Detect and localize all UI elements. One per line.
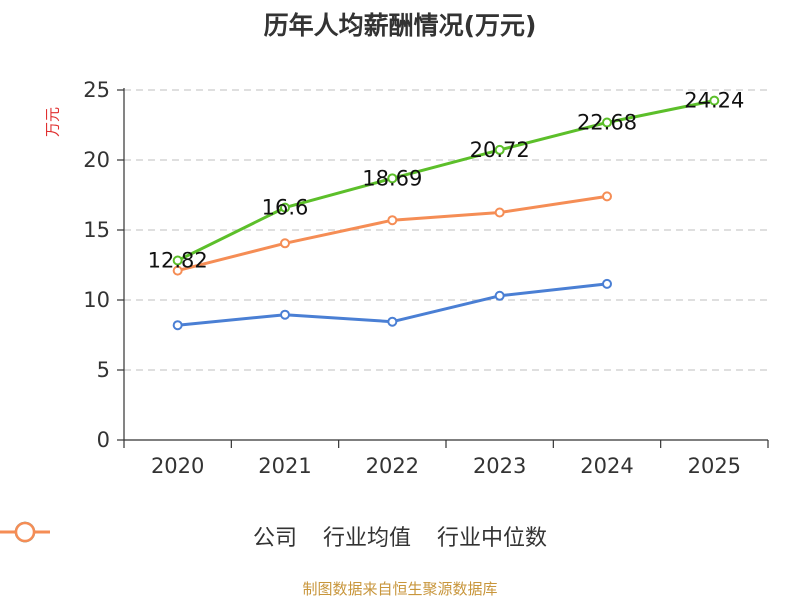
data-point-0	[387, 173, 398, 184]
data-point-1	[602, 278, 612, 289]
legend-item-industry-mean[interactable]: 行业均值	[0, 520, 411, 552]
data-point-1	[387, 316, 398, 327]
x-tick-label: 2024	[580, 454, 633, 478]
data-label: 22.68	[577, 110, 637, 134]
data-label: 16.6	[262, 196, 309, 220]
data-point-0	[709, 95, 720, 106]
legend-marker-industry-median	[0, 521, 50, 543]
data-point-0	[172, 255, 183, 266]
x-tick-label: 2022	[366, 454, 419, 478]
chart-title: 历年人均薪酬情况(万元)	[263, 11, 537, 40]
y-tick-label: 15	[83, 218, 110, 242]
data-point-2	[280, 238, 290, 249]
data-label: 12.82	[148, 249, 208, 273]
legend-label-industry-mean: 行业均值	[322, 526, 411, 551]
x-tick-label: 2023	[473, 454, 526, 478]
y-tick-label: 0	[97, 428, 110, 452]
data-point-0	[494, 144, 505, 155]
data-point-0	[280, 202, 290, 213]
data-point-2	[172, 265, 183, 276]
legend-label-company: 公司	[252, 526, 297, 551]
series-line-0	[177, 99, 715, 262]
y-tick-label: 25	[83, 78, 110, 102]
data-point-1	[494, 290, 505, 301]
legend: 公司 行业均值 行业中位数	[0, 520, 800, 552]
data-point-2	[387, 215, 398, 226]
x-tick-label: 2025	[688, 454, 741, 478]
data-label: 24.24	[684, 89, 744, 113]
data-point-1	[172, 320, 183, 331]
data-point-2	[494, 207, 505, 218]
legend-item-industry-median[interactable]: 行业中位数	[0, 520, 548, 552]
legend-item-company[interactable]: 公司	[0, 520, 297, 552]
x-tick-label: 2021	[258, 454, 311, 478]
y-tick-label: 20	[83, 148, 110, 172]
data-point-2	[602, 191, 612, 202]
y-tick-label: 5	[97, 358, 110, 382]
data-label: 18.69	[362, 166, 422, 190]
x-tick-label: 2020	[151, 454, 204, 478]
data-label: 20.72	[470, 138, 530, 162]
legend-label-industry-median: 行业中位数	[437, 526, 548, 551]
series-line-2	[177, 194, 608, 273]
data-point-0	[602, 117, 612, 128]
y-tick-label: 10	[83, 288, 110, 312]
data-point-1	[280, 309, 290, 320]
data-source-footer: 制图数据来自恒生聚源数据库	[302, 580, 498, 598]
